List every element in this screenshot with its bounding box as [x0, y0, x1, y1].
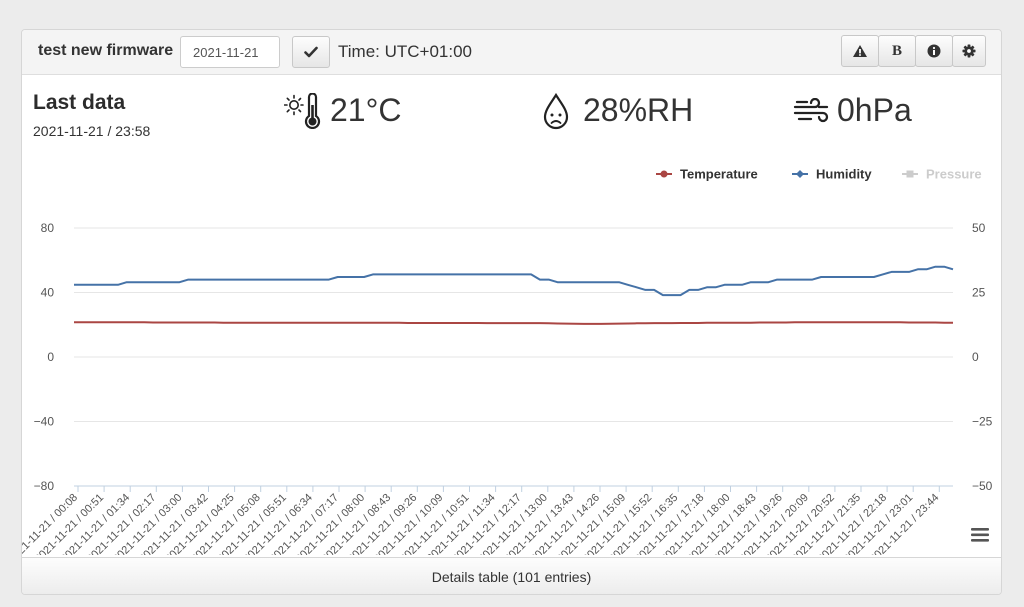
- check-icon: [304, 46, 318, 58]
- right-axis-ticks: 50 25 0 −25 −50: [972, 221, 993, 493]
- series-line-temperature: [74, 321, 953, 325]
- history-chart: 80 40 0 −40 −80 50 25 0 −25 −50 2021-11-21 / 00:…: [22, 167, 993, 556]
- wind-icon: [793, 98, 829, 123]
- legend-label: Temperature: [680, 167, 758, 182]
- info-icon: [927, 44, 941, 58]
- temperature-value: 21°C: [330, 92, 402, 128]
- thermometer-sun-icon: [284, 93, 321, 129]
- toolbar: test new firmware Time: UTC+01:00 B: [22, 30, 1001, 75]
- grid-lines: [74, 227, 953, 487]
- left-axis-tick-label: 80: [41, 221, 55, 235]
- legend-item-humidity[interactable]: Humidity: [792, 167, 872, 182]
- right-axis-tick-label: 50: [972, 221, 986, 235]
- legend-marker: [660, 170, 668, 178]
- sensor-panel: test new firmware Time: UTC+01:00 B: [21, 29, 1002, 595]
- confirm-date-button[interactable]: [292, 36, 330, 68]
- timezone-label: Time: UTC+01:00: [338, 42, 472, 61]
- right-axis-tick-label: −50: [972, 479, 993, 493]
- sad-droplet-icon: [543, 93, 569, 130]
- right-axis-tick-label: 25: [972, 286, 986, 300]
- last-data-title: Last data: [33, 91, 126, 114]
- settings-button[interactable]: [952, 35, 986, 67]
- x-axis-ticks: [77, 486, 940, 492]
- warning-button[interactable]: [841, 35, 879, 67]
- left-axis-tick-label: −40: [34, 415, 55, 429]
- hamburger-menu-icon[interactable]: [969, 526, 991, 548]
- legend-label: Pressure: [926, 167, 982, 182]
- legend-label: Humidity: [816, 167, 872, 182]
- left-axis-tick-label: 0: [47, 350, 54, 364]
- left-axis-tick-label: 40: [41, 286, 55, 300]
- series-line-humidity: [74, 265, 954, 297]
- legend-marker: [906, 170, 914, 178]
- legend-marker: [796, 170, 804, 178]
- right-axis-tick-label: 0: [972, 350, 979, 364]
- legend-item-pressure[interactable]: Pressure: [902, 167, 982, 182]
- humidity-value: 28%RH: [583, 92, 694, 128]
- left-axis-tick-label: −80: [34, 479, 55, 493]
- chart-legend[interactable]: Temperature Humidity Pressure: [656, 167, 982, 182]
- series-lines: [74, 265, 954, 325]
- last-data-timestamp: 2021-11-21 / 23:58: [33, 123, 151, 139]
- date-input[interactable]: [180, 36, 280, 68]
- legend-item-temperature[interactable]: Temperature: [656, 167, 758, 182]
- bold-b-button[interactable]: B: [878, 35, 916, 67]
- left-axis-ticks: 80 40 0 −40 −80: [34, 221, 55, 493]
- details-table-button[interactable]: Details table (101 entries): [22, 557, 1001, 594]
- gear-icon: [962, 44, 976, 58]
- device-name: test new firmware: [38, 42, 174, 59]
- info-button[interactable]: [915, 35, 953, 67]
- pressure-value: 0hPa: [837, 92, 912, 128]
- right-axis-tick-label: −25: [972, 415, 993, 429]
- warning-icon: [853, 45, 867, 57]
